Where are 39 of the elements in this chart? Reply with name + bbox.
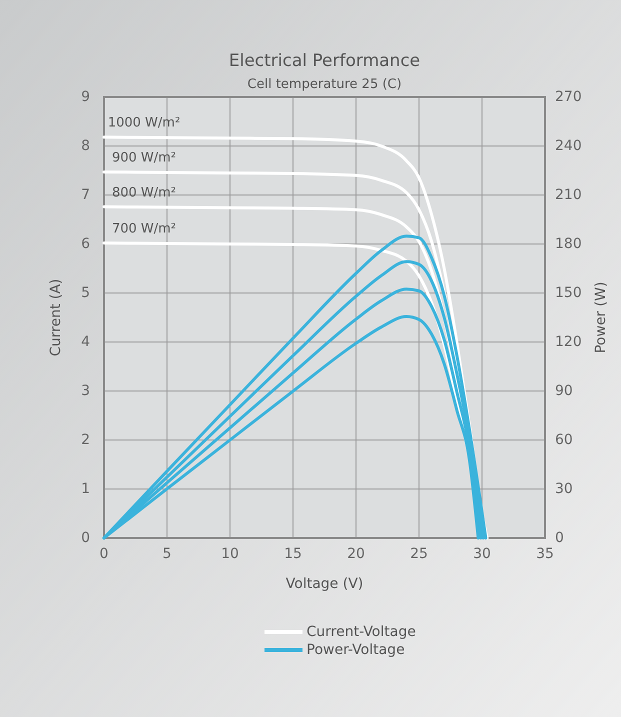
x-axis-title: Voltage (V)	[286, 576, 364, 592]
y2-tick-label: 0	[555, 530, 564, 546]
y-tick-label: 5	[81, 284, 90, 301]
y2-tick-label: 30	[555, 480, 573, 497]
y-axis-title: Current (A)	[48, 278, 64, 356]
chart-subtitle: Cell temperature 25 (C)	[247, 77, 402, 92]
y2-tick-label: 120	[555, 334, 582, 350]
x-tick-label: 35	[536, 546, 554, 562]
y-tick-label: 0	[81, 530, 90, 546]
y2-axis-title: Power (W)	[593, 282, 609, 354]
y2-tick-label: 270	[555, 88, 582, 105]
y-tick-label: 4	[81, 334, 90, 350]
y-tick-label: 7	[81, 186, 90, 203]
legend-label: Power-Voltage	[306, 642, 405, 658]
x-tick-label: 0	[100, 546, 108, 562]
y2-tick-label: 60	[555, 432, 573, 448]
y2-tick-label: 180	[555, 236, 582, 252]
annotation: 1000 W/m²	[108, 116, 180, 131]
y-tick-label: 8	[81, 138, 90, 154]
y-tick-label: 2	[81, 432, 90, 448]
x-tick-label: 25	[410, 546, 428, 562]
annotation: 900 W/m²	[112, 150, 176, 166]
annotation: 800 W/m²	[112, 185, 176, 200]
chart-title: Electrical Performance	[228, 51, 420, 71]
y2-tick-label: 150	[555, 284, 582, 301]
y-tick-label: 3	[81, 382, 90, 399]
x-tick-label: 20	[347, 546, 365, 562]
x-tick-label: 5	[162, 546, 172, 562]
x-tick-label: 30	[473, 546, 491, 562]
y-tick-label: 1	[81, 480, 90, 497]
legend-label: Current-Voltage	[306, 624, 416, 640]
x-tick-label: 15	[284, 546, 302, 562]
y-tick-label: 9	[81, 88, 90, 105]
y2-tick-label: 240	[555, 138, 582, 154]
y-tick-label: 6	[81, 236, 90, 252]
x-tick-label: 10	[221, 546, 239, 562]
y2-tick-label: 210	[555, 186, 582, 203]
annotation: 700 W/m²	[112, 222, 176, 237]
y2-tick-label: 90	[555, 382, 573, 399]
